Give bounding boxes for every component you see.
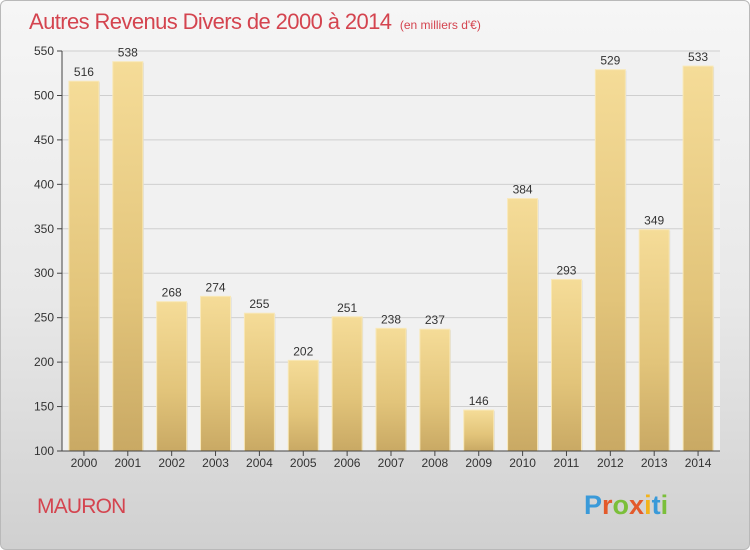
y-tick-label: 350 <box>34 222 54 236</box>
bar <box>682 65 714 452</box>
bar-value-label: 274 <box>206 280 226 294</box>
x-tick-label: 2008 <box>422 456 449 470</box>
x-tick-label: 2005 <box>290 456 317 470</box>
logo-letter: x <box>629 490 645 520</box>
x-tick-label: 2009 <box>465 456 492 470</box>
x-tick-label: 2014 <box>685 456 712 470</box>
y-tick-label: 150 <box>34 400 54 414</box>
logo-letter: o <box>612 490 630 520</box>
bar <box>156 301 188 452</box>
x-tick-label: 2007 <box>378 456 405 470</box>
x-tick-label: 2000 <box>71 456 98 470</box>
bar-value-label: 238 <box>381 312 401 326</box>
x-tick-label: 2002 <box>158 456 185 470</box>
bar <box>200 295 232 452</box>
commune-name: MAURON <box>37 495 126 518</box>
bars <box>68 61 715 453</box>
bar-value-label: 237 <box>425 313 445 327</box>
logo-letter: i <box>644 490 652 520</box>
y-tick-label: 450 <box>34 133 54 147</box>
x-tick-label: 2003 <box>202 456 229 470</box>
bar-value-label: 202 <box>293 344 313 358</box>
bar-value-label: 293 <box>556 263 576 277</box>
bar <box>594 69 626 452</box>
y-tick-label: 550 <box>34 44 54 58</box>
bar <box>419 328 451 452</box>
chart-subtitle: (en milliers d'€) <box>399 18 481 32</box>
bar <box>550 278 582 452</box>
logo-letter: t <box>651 490 661 520</box>
bar-value-label: 268 <box>162 286 182 300</box>
bar-value-label: 533 <box>688 50 708 64</box>
y-tick-label: 500 <box>34 88 54 102</box>
bar <box>507 198 539 452</box>
bar <box>638 229 670 452</box>
y-tick-label: 100 <box>34 444 54 458</box>
x-tick-label: 2013 <box>641 456 668 470</box>
logo-letter: P <box>584 490 603 520</box>
title-row: Autres Revenus Divers de 2000 à 2014 (en… <box>29 9 481 35</box>
proxiti-logo: Proxiti <box>584 490 668 521</box>
bar-value-label: 251 <box>337 301 357 315</box>
bar-value-label: 538 <box>118 46 138 60</box>
bar-value-label: 529 <box>600 54 620 68</box>
bar <box>463 409 495 452</box>
y-tick-label: 400 <box>34 177 54 191</box>
x-tick-label: 2011 <box>554 456 580 470</box>
x-tick-label: 2010 <box>509 456 536 470</box>
bar <box>68 80 100 452</box>
bar-value-label: 146 <box>469 394 489 408</box>
logo-letter: r <box>602 490 613 520</box>
logo-letter: i <box>660 490 669 520</box>
data-labels: 516 538 268 274 255 202 251 238 237 146 384 293 529 3… <box>74 46 708 408</box>
bar <box>375 327 407 452</box>
chart-title: Autres Revenus Divers de 2000 à 2014 <box>29 9 392 34</box>
bar-value-label: 255 <box>249 297 269 311</box>
bar <box>331 316 363 452</box>
y-tick-label: 200 <box>34 355 54 369</box>
bar-value-label: 384 <box>513 183 533 197</box>
bar <box>243 312 275 452</box>
y-tick-label: 300 <box>34 266 54 280</box>
x-tick-label: 2001 <box>114 456 141 470</box>
x-tick-label: 2006 <box>334 456 361 470</box>
x-tick-label: 2004 <box>246 456 273 470</box>
y-tick-label: 250 <box>34 311 54 325</box>
bar <box>112 61 144 452</box>
axes: 100 150 200 250 300 350 400 450 500 550 2000 2001 20… <box>34 44 720 470</box>
x-tick-label: 2012 <box>597 456 624 470</box>
bar-value-label: 349 <box>644 214 664 228</box>
bar-value-label: 516 <box>74 65 94 79</box>
bar <box>287 359 319 452</box>
